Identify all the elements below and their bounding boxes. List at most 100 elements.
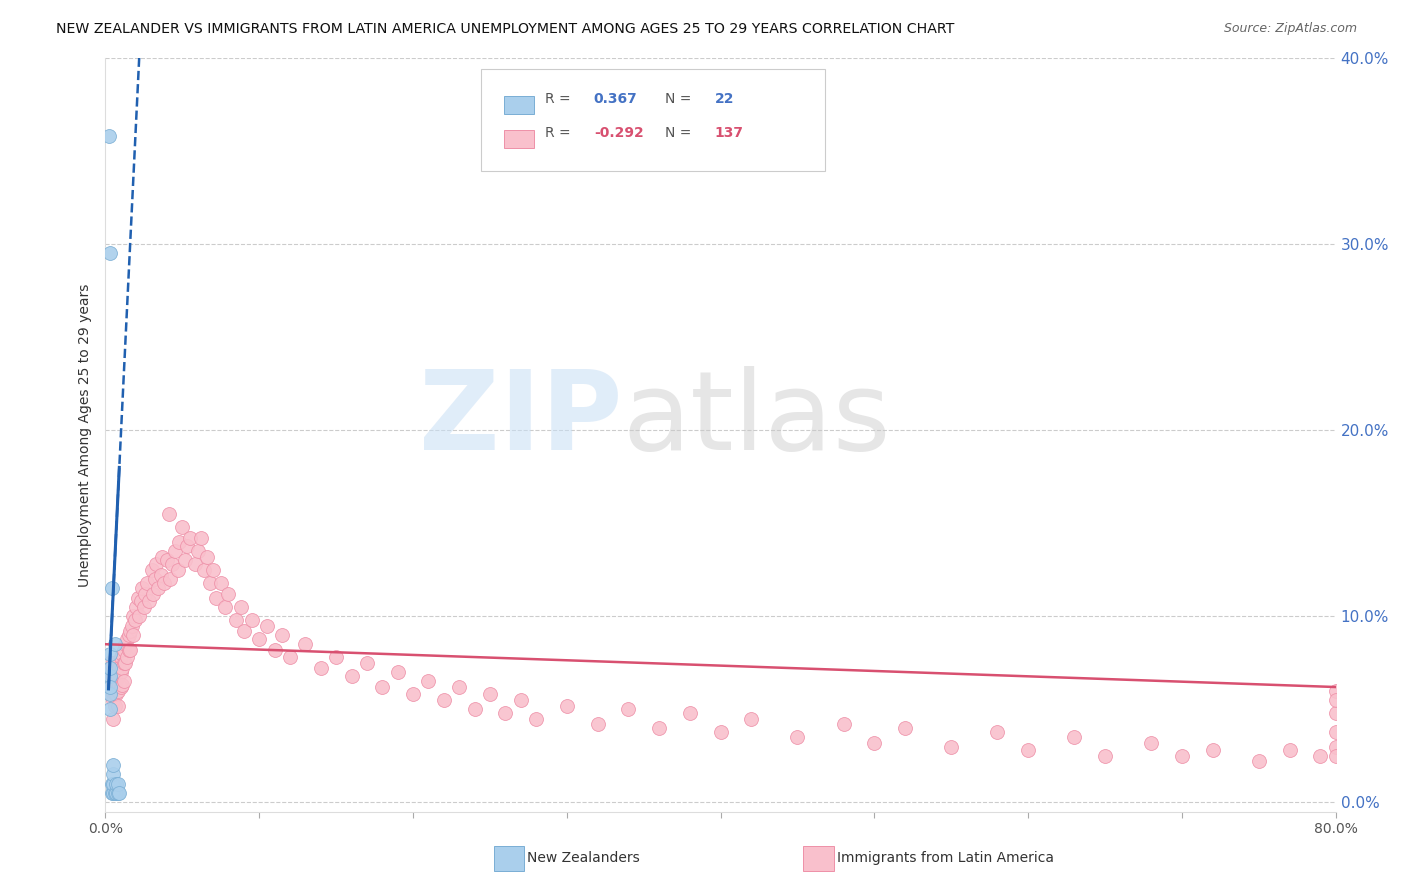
Point: [153, 575, 176, 590]
Text: ZIP: ZIP: [419, 367, 621, 474]
Point: [1201, 743, 1223, 757]
Point: [101, 758, 124, 772]
Point: [193, 563, 215, 577]
Point: [114, 637, 136, 651]
Point: [740, 712, 762, 726]
Point: [387, 665, 409, 680]
Text: NEW ZEALANDER VS IMMIGRANTS FROM LATIN AMERICA UNEMPLOYMENT AMONG AGES 25 TO 29 : NEW ZEALANDER VS IMMIGRANTS FROM LATIN A…: [56, 22, 955, 37]
Point: [157, 507, 180, 521]
Point: [371, 680, 394, 694]
Point: [240, 613, 263, 627]
Point: [509, 693, 531, 707]
Point: [105, 674, 128, 689]
Point: [112, 642, 135, 657]
Point: [863, 736, 886, 750]
Point: [1094, 748, 1116, 763]
Point: [98, 680, 121, 694]
Point: [101, 669, 124, 683]
Point: [107, 777, 129, 791]
Point: [1278, 743, 1301, 757]
Point: [433, 693, 456, 707]
Point: [159, 572, 181, 586]
Text: New Zealanders: New Zealanders: [527, 851, 640, 865]
Point: [145, 558, 167, 572]
Point: [832, 717, 855, 731]
Point: [100, 777, 122, 791]
Point: [107, 786, 129, 800]
Point: [1309, 748, 1331, 763]
Point: [110, 665, 132, 680]
Point: [120, 642, 141, 657]
Point: [105, 777, 128, 791]
FancyBboxPatch shape: [481, 70, 825, 171]
Point: [146, 582, 169, 596]
Point: [108, 678, 131, 692]
Point: [1017, 743, 1039, 757]
Point: [449, 680, 471, 694]
Point: [104, 786, 127, 800]
Point: [104, 688, 127, 702]
Point: [101, 767, 124, 781]
Point: [115, 632, 138, 646]
Point: [105, 665, 128, 680]
Point: [136, 575, 159, 590]
Point: [464, 702, 486, 716]
FancyBboxPatch shape: [505, 95, 534, 114]
Point: [1171, 748, 1194, 763]
Text: 0.367: 0.367: [593, 93, 637, 106]
Point: [986, 724, 1008, 739]
Point: [195, 549, 218, 564]
Point: [183, 558, 205, 572]
Point: [107, 669, 129, 683]
Point: [138, 594, 160, 608]
Point: [101, 712, 124, 726]
Point: [132, 599, 155, 614]
Text: 137: 137: [714, 127, 744, 140]
Point: [149, 568, 172, 582]
Point: [278, 650, 301, 665]
Point: [202, 563, 225, 577]
Point: [617, 702, 640, 716]
Point: [98, 647, 121, 661]
Point: [112, 674, 135, 689]
Point: [1324, 706, 1347, 720]
Point: [214, 599, 236, 614]
Point: [105, 688, 128, 702]
Point: [786, 731, 808, 745]
Point: [97, 656, 120, 670]
Point: [141, 563, 163, 577]
Point: [271, 628, 294, 642]
Point: [894, 721, 917, 735]
Point: [586, 717, 609, 731]
Point: [104, 698, 127, 713]
Point: [555, 698, 578, 713]
Point: [340, 669, 363, 683]
Point: [225, 613, 247, 627]
Point: [101, 777, 124, 791]
Point: [111, 661, 134, 675]
Point: [100, 582, 122, 596]
Point: [1140, 736, 1163, 750]
Point: [247, 632, 270, 646]
Point: [494, 706, 516, 720]
Point: [198, 575, 221, 590]
Point: [679, 706, 702, 720]
Point: [117, 642, 139, 657]
Point: [172, 520, 194, 534]
Point: [710, 724, 733, 739]
Point: [309, 661, 332, 675]
Point: [176, 539, 198, 553]
Text: N =: N =: [665, 127, 696, 140]
Point: [98, 669, 121, 683]
Point: [108, 786, 131, 800]
Point: [524, 712, 547, 726]
Point: [478, 688, 501, 702]
Point: [98, 688, 121, 702]
Point: [100, 665, 122, 680]
Text: -0.292: -0.292: [593, 127, 644, 140]
Point: [124, 613, 146, 627]
Point: [648, 721, 671, 735]
Point: [163, 544, 186, 558]
Point: [112, 656, 135, 670]
Point: [263, 642, 285, 657]
